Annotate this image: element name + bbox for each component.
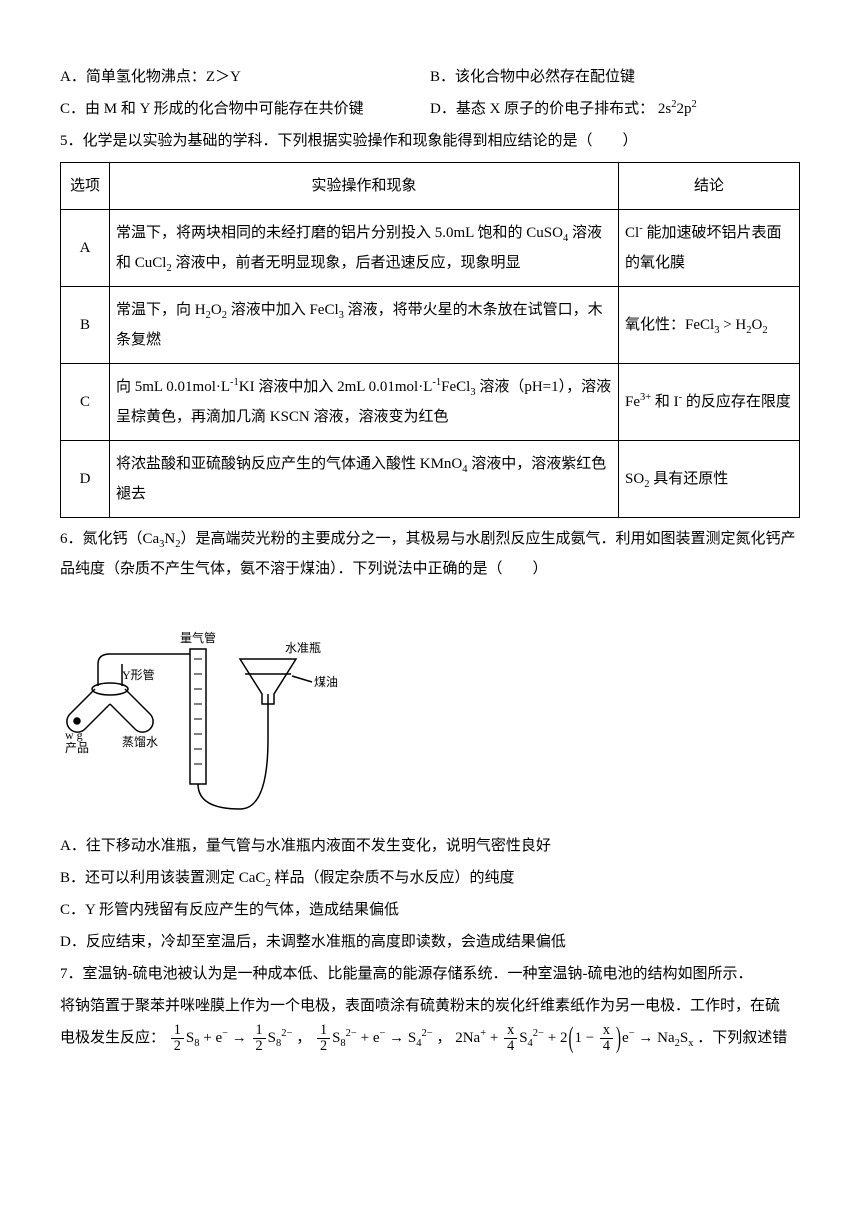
svg-text:煤油: 煤油: [314, 675, 338, 689]
apparatus-diagram: w g 产品 蒸馏水 Y形管 量气管 水准瓶 煤油: [60, 594, 800, 825]
option-c: C．由 M 和 Y 形成的化合物中可能存在共价键: [60, 94, 430, 124]
q7-prefix: 电极发生反应：: [60, 1030, 165, 1046]
q7-para-1: 7．室温钠-硫电池被认为是一种成本低、比能量高的能源存储系统．一种室温钠-硫电池…: [60, 959, 800, 989]
q6-stem: 6．氮化钙（Ca3N2）是高端荧光粉的主要成分之一，其极易与水剧烈反应生成氨气．…: [60, 524, 800, 584]
q6-option-b: B．还可以利用该装置测定 CaC2 样品（假定杂质不与水反应）的纯度: [60, 863, 800, 893]
cell-operation: 常温下，将两块相同的未经打磨的铝片分别投入 5.0mL 饱和的 CuSO4 溶液…: [110, 210, 619, 287]
cell-result: Fe3+ 和 I- 的反应存在限度: [619, 364, 800, 441]
q5-stem: 5．化学是以实验为基础的学科．下列根据实验操作和现象能得到相应结论的是（ ）: [60, 126, 800, 156]
table-row: A 常温下，将两块相同的未经打磨的铝片分别投入 5.0mL 饱和的 CuSO4 …: [61, 210, 800, 287]
option-a: A．简单氢化物沸点：Z＞Y: [60, 62, 430, 92]
q6-option-d: D．反应结束，冷却至室温后，未调整水准瓶的高度即读数，会造成结果偏低: [60, 927, 800, 957]
cell-index: C: [61, 364, 110, 441]
svg-text:产品: 产品: [65, 741, 89, 755]
cell-operation: 向 5mL 0.01mol·L-1KI 溶液中加入 2mL 0.01mol·L-…: [110, 364, 619, 441]
option-d: D．基态 X 原子的价电子排布式： 2s22p2: [430, 94, 800, 124]
experiment-table: 选项 实验操作和现象 结论 A 常温下，将两块相同的未经打磨的铝片分别投入 5.…: [60, 162, 800, 518]
q7-equation-3: 2Na+ + x4S42− + 2(1 − x4)e− → Na2Sx: [455, 1030, 697, 1046]
q7-suffix: ．下列叙述错: [697, 1030, 787, 1046]
svg-text:水准瓶: 水准瓶: [285, 641, 321, 655]
q7-para-3: 电极发生反应： 12S8 + e− → 12S82− ， 12S82− + e−…: [60, 1023, 800, 1054]
cell-operation: 常温下，向 H2O2 溶液中加入 FeCl3 溶液，将带火星的木条放在试管口，木…: [110, 287, 619, 364]
svg-text:蒸馏水: 蒸馏水: [122, 735, 158, 749]
option-d-formula: 2s22p2: [658, 101, 697, 117]
cell-operation: 将浓盐酸和亚硫酸钠反应产生的气体通入酸性 KMnO4 溶液中，溶液紫红色褪去: [110, 441, 619, 518]
th-index: 选项: [61, 163, 110, 210]
svg-text:量气管: 量气管: [180, 630, 216, 645]
q6-option-a: A．往下移动水准瓶，量气管与水准瓶内液面不发生变化，说明气密性良好: [60, 831, 800, 861]
table-row: B 常温下，向 H2O2 溶液中加入 FeCl3 溶液，将带火星的木条放在试管口…: [61, 287, 800, 364]
q7-equation-2: 12S82− + e− → S42−: [315, 1030, 436, 1046]
cell-result: SO2 具有还原性: [619, 441, 800, 518]
th-result: 结论: [619, 163, 800, 210]
cell-index: D: [61, 441, 110, 518]
q7-para-2: 将钠箔置于聚苯并咪唑膜上作为一个电极，表面喷涂有硫黄粉末的炭化纤维素纸作为另一电…: [60, 991, 800, 1021]
cell-index: A: [61, 210, 110, 287]
option-d-prefix: D．基态 X 原子的价电子排布式：: [430, 101, 654, 117]
table-row: C 向 5mL 0.01mol·L-1KI 溶液中加入 2mL 0.01mol·…: [61, 364, 800, 441]
th-operation: 实验操作和现象: [110, 163, 619, 210]
option-row-ab: A．简单氢化物沸点：Z＞Y B．该化合物中必然存在配位键: [60, 62, 800, 92]
table-row: D 将浓盐酸和亚硫酸钠反应产生的气体通入酸性 KMnO4 溶液中，溶液紫红色褪去…: [61, 441, 800, 518]
option-row-cd: C．由 M 和 Y 形成的化合物中可能存在共价键 D．基态 X 原子的价电子排布…: [60, 94, 800, 124]
q7-equation-1: 12S8 + e− → 12S82−: [169, 1030, 296, 1046]
svg-text:w g: w g: [65, 728, 83, 742]
option-b: B．该化合物中必然存在配位键: [430, 62, 800, 92]
cell-index: B: [61, 287, 110, 364]
q6-option-c: C．Y 形管内残留有反应产生的气体，造成结果偏低: [60, 895, 800, 925]
svg-text:Y形管: Y形管: [122, 667, 155, 682]
cell-result: Cl- 能加速破坏铝片表面的氧化膜: [619, 210, 800, 287]
cell-result: 氧化性：FeCl3 > H2O2: [619, 287, 800, 364]
